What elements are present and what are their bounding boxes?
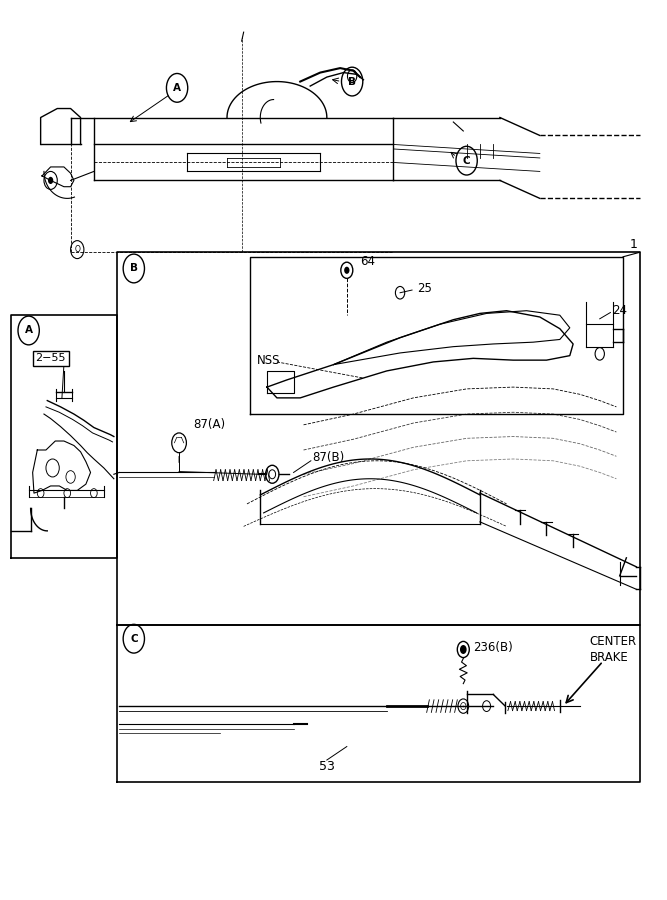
Circle shape bbox=[48, 176, 53, 184]
Text: 2−55: 2−55 bbox=[35, 354, 66, 364]
Text: C: C bbox=[130, 634, 137, 643]
Text: 24: 24 bbox=[612, 304, 627, 317]
Text: B: B bbox=[130, 264, 138, 274]
Text: A: A bbox=[173, 83, 181, 93]
Text: 64: 64 bbox=[360, 255, 375, 268]
Text: 87(B): 87(B) bbox=[312, 451, 344, 464]
Text: B: B bbox=[348, 76, 356, 86]
Text: 236(B): 236(B) bbox=[474, 641, 513, 654]
Text: 53: 53 bbox=[319, 760, 335, 773]
Text: NSS: NSS bbox=[257, 354, 280, 366]
Text: 1: 1 bbox=[630, 238, 638, 250]
Text: 25: 25 bbox=[417, 282, 432, 294]
Circle shape bbox=[460, 645, 467, 654]
Text: C: C bbox=[463, 156, 470, 166]
Circle shape bbox=[344, 266, 350, 274]
Text: 87(A): 87(A) bbox=[193, 418, 226, 431]
Text: A: A bbox=[25, 326, 33, 336]
Text: O: O bbox=[74, 245, 80, 254]
Text: CENTER
BRAKE: CENTER BRAKE bbox=[590, 635, 637, 664]
